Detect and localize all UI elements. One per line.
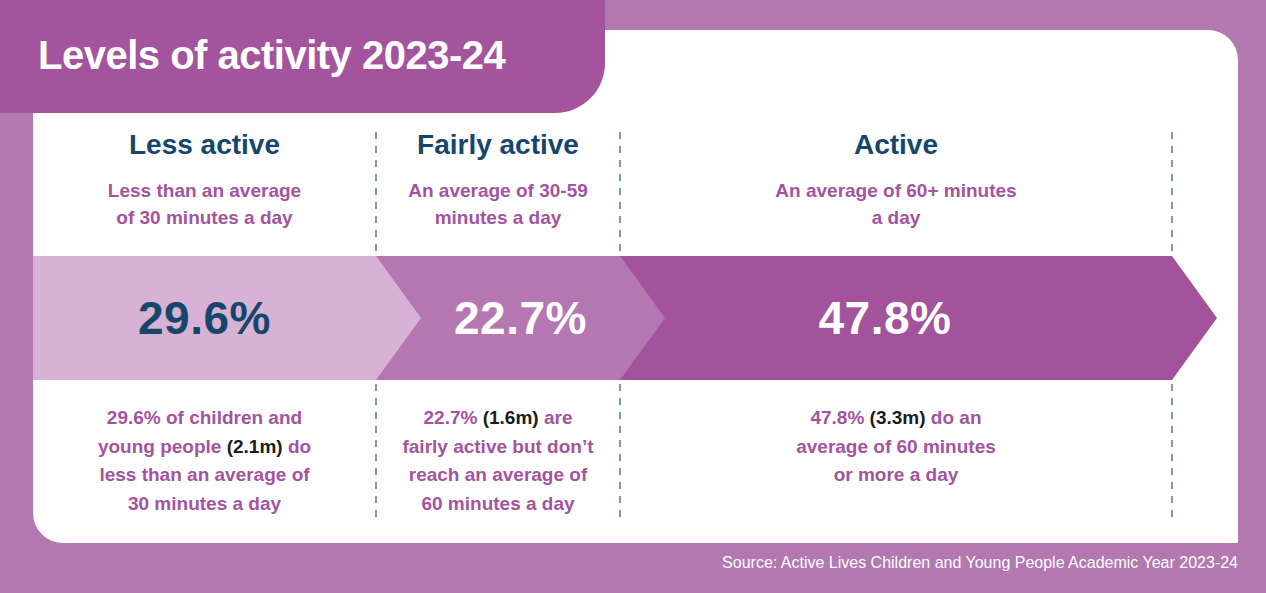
category-title: Active [620,128,1172,162]
page-title: Levels of activity 2023-24 [0,0,605,110]
percent-label: 29.6% [33,256,376,380]
category-definition: An average of 30-59 minutes a day [376,178,620,232]
band-segment-less-active: 29.6% [33,256,421,380]
category-title: Fairly active [376,128,620,162]
description-active: 47.8% (3.3m) do an average of 60 minutes… [620,404,1172,490]
band-segment-active: 47.8% [620,256,1217,380]
category-definition: An average of 60+ minutes a day [620,178,1172,232]
description-text: 22.7% [424,407,483,428]
population-figure: (1.6m) [483,407,539,428]
infographic-canvas: Less active Less than an average of 30 m… [0,0,1266,593]
description-text: 47.8% [810,407,869,428]
title-banner: Levels of activity 2023-24 [0,0,605,113]
column-header-less-active: Less active Less than an average of 30 m… [33,128,376,232]
percent-label: 47.8% [620,256,1150,380]
column-header-active: Active An average of 60+ minutes a day [620,128,1172,232]
category-definition: Less than an average of 30 minutes a day [33,178,376,232]
source-caption: Source: Active Lives Children and Young … [722,554,1238,572]
activity-proportion-band: 29.6% 22.7% 47.8% [33,256,1238,380]
category-title: Less active [33,128,376,162]
column-header-fairly-active: Fairly active An average of 30-59 minute… [376,128,620,232]
population-figure: (2.1m) [227,436,283,457]
description-fairly-active: 22.7% (1.6m) are fairly active but don’t… [376,404,620,518]
description-less-active: 29.6% of children and young people (2.1m… [33,404,376,518]
population-figure: (3.3m) [870,407,926,428]
percent-label: 22.7% [421,256,620,380]
